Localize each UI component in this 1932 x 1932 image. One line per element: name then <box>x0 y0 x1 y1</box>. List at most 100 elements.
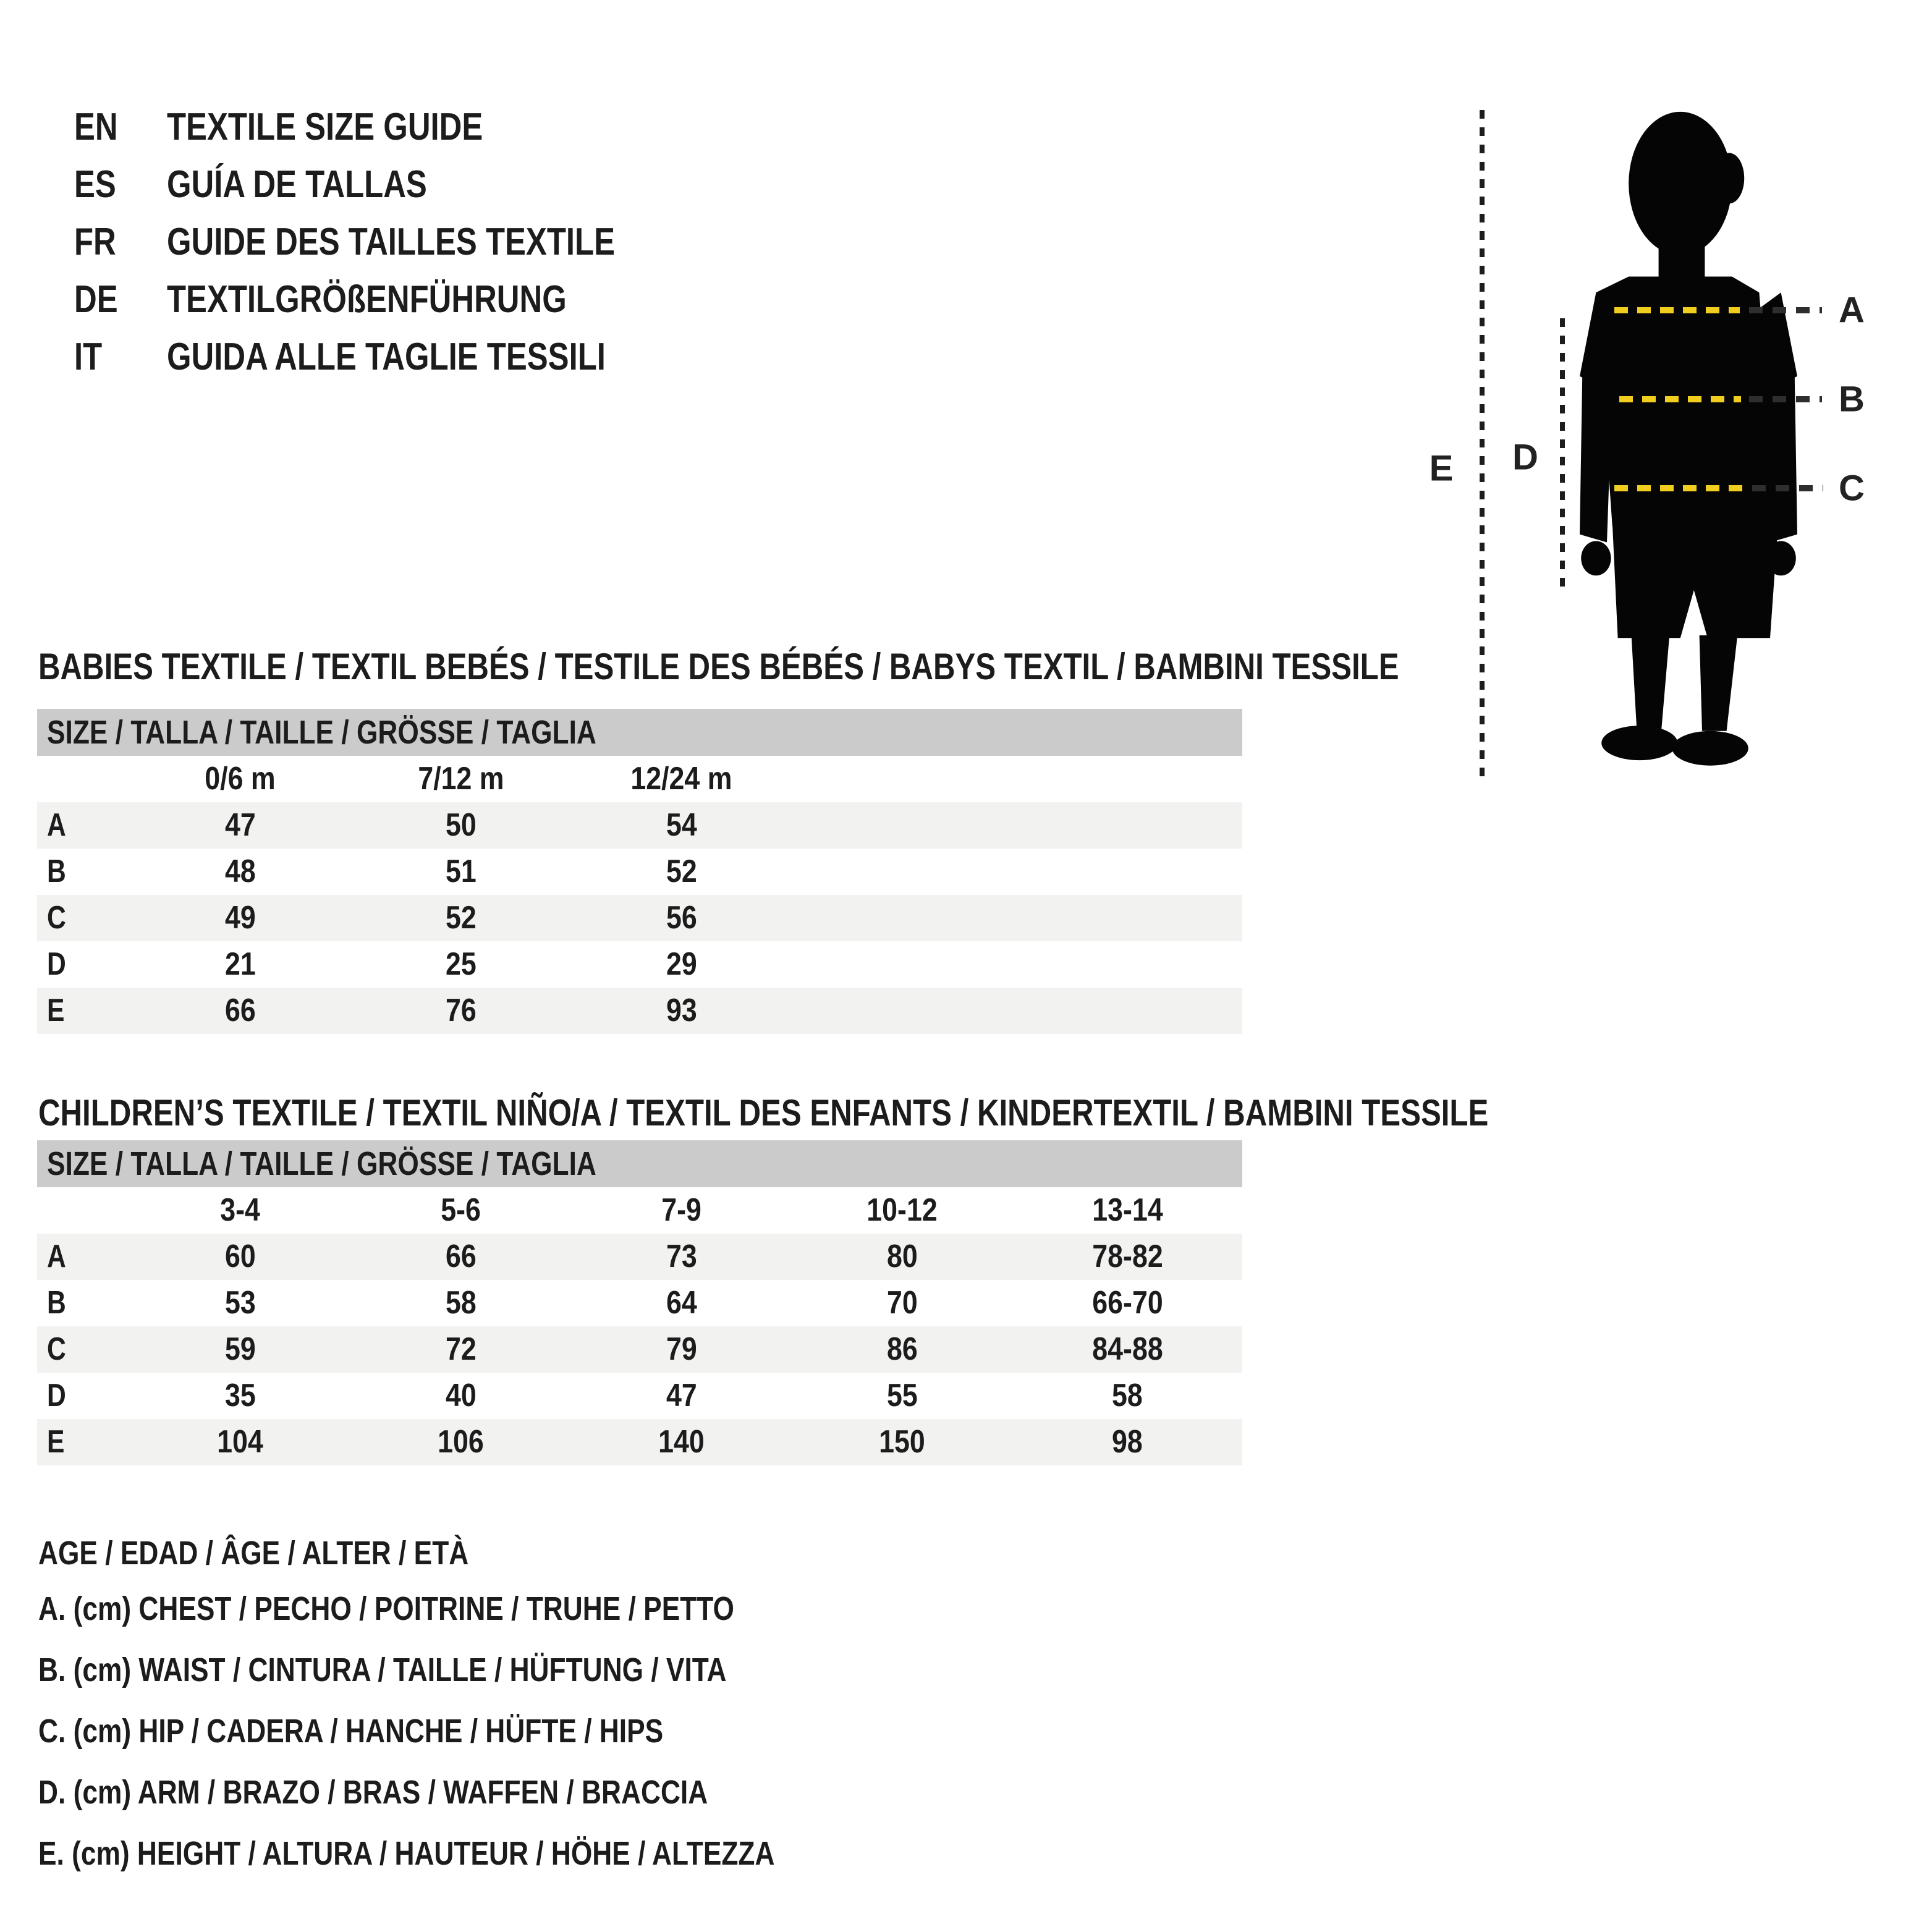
chest-measure-line-a <box>1614 307 1740 313</box>
language-code: EN <box>74 106 118 148</box>
table-cell: 47 <box>666 1378 697 1413</box>
chest-measure-line-a-ext <box>1749 307 1822 313</box>
table-cell: 55 <box>886 1378 918 1413</box>
row-label: B <box>47 854 66 889</box>
table-cell: 3-4 <box>220 1192 260 1228</box>
children-size-table: 3-4 5-6 7-9 10-12 13-14 A 60 66 73 80 78-82 B 53 58 64… <box>37 1187 1242 1465</box>
figure-label-b: B <box>1839 379 1865 420</box>
table-cell: 52 <box>445 900 477 936</box>
table-row-a: A 47 50 54 <box>37 802 1242 849</box>
filler-cell <box>792 756 1242 802</box>
legend-line-4: D. (cm) ARM / BRAZO / BRAS / WAFFEN / BR… <box>38 1774 708 1811</box>
filler-cell <box>792 941 1242 988</box>
table-row-c: C 59 72 79 86 84-88 <box>37 1326 1242 1373</box>
row-label: D <box>47 946 66 982</box>
filler-cell <box>792 895 1242 941</box>
row-label: C <box>47 1331 66 1367</box>
language-title: GUIDE DES TAILLES TEXTILE <box>167 221 615 263</box>
table-cell: 86 <box>886 1331 918 1367</box>
language-title: GUIDA ALLE TAGLIE TESSILI <box>167 336 606 378</box>
waist-measure-line-b-ext <box>1749 396 1822 402</box>
waist-measure-line-b <box>1619 396 1741 402</box>
table-cell: 66 <box>445 1239 477 1274</box>
babies-section-heading: BABIES TEXTILE / TEXTIL BEBÉS / TESTILE … <box>38 646 1399 687</box>
arm-measure-line-d <box>1560 318 1565 593</box>
figure-label-a: A <box>1839 290 1865 331</box>
table-cell: 54 <box>666 807 697 843</box>
table-cell: 0/6 m <box>205 761 276 797</box>
table-row-a: A 60 66 73 80 78-82 <box>37 1234 1242 1280</box>
row-label: C <box>47 900 66 936</box>
table-row-b: B 53 58 64 70 66-70 <box>37 1280 1242 1326</box>
table-row-b: B 48 51 52 <box>37 849 1242 895</box>
language-code: ES <box>74 163 116 206</box>
table-cell: 40 <box>445 1378 477 1413</box>
table-cell: 73 <box>666 1239 697 1274</box>
legend-line-0: AGE / EDAD / ÂGE / ALTER / ETÀ <box>38 1535 469 1572</box>
table-cell: 60 <box>224 1239 256 1274</box>
row-label: A <box>47 807 66 843</box>
table-cell: 10-12 <box>866 1192 938 1228</box>
table-cell: 51 <box>445 854 477 889</box>
table-cell: 78-82 <box>1091 1239 1163 1274</box>
figure-label-e: E <box>1429 448 1454 489</box>
table-cell: 79 <box>666 1331 697 1367</box>
table-cell: 76 <box>445 993 477 1028</box>
table-row-column-headers: 3-4 5-6 7-9 10-12 13-14 <box>37 1187 1242 1234</box>
table-cell: 29 <box>666 946 697 982</box>
table-cell: 84-88 <box>1091 1331 1163 1367</box>
babies-size-header-bar: SIZE / TALLA / TAILLE / GRÖSSE / TAGLIA <box>37 709 1242 756</box>
table-cell: 5-6 <box>441 1192 481 1228</box>
table-cell: 7-9 <box>661 1192 701 1228</box>
table-row-e: E 104 106 140 150 98 <box>37 1419 1242 1465</box>
table-cell: 64 <box>666 1285 697 1321</box>
table-cell: 13-14 <box>1091 1192 1163 1228</box>
table-row-e: E 66 76 93 <box>37 988 1242 1034</box>
language-title: GUÍA DE TALLAS <box>167 163 427 206</box>
table-row-d: D 21 25 29 <box>37 941 1242 988</box>
table-cell: 66-70 <box>1091 1285 1163 1321</box>
table-cell: 52 <box>666 854 697 889</box>
filler-cell <box>792 802 1242 849</box>
table-cell: 58 <box>1112 1378 1143 1413</box>
table-cell: 80 <box>886 1239 918 1274</box>
table-cell: 48 <box>224 854 256 889</box>
filler-cell <box>792 849 1242 895</box>
table-cell: 58 <box>445 1285 477 1321</box>
table-cell: 66 <box>224 993 256 1028</box>
language-title: TEXTILGRÖßENFÜHRUNG <box>167 278 567 321</box>
table-cell: 7/12 m <box>417 761 504 797</box>
table-cell: 104 <box>217 1424 263 1460</box>
height-measure-line-e <box>1480 110 1485 782</box>
babies-size-table: 0/6 m 7/12 m 12/24 m A 47 50 54 B 48 51 52 C 49 52 56 D… <box>37 756 1242 1034</box>
table-cell: 49 <box>224 900 256 936</box>
row-label <box>37 756 130 802</box>
table-cell: 53 <box>224 1285 256 1321</box>
table-cell: 98 <box>1112 1424 1143 1460</box>
table-cell: 21 <box>224 946 256 982</box>
hip-measure-line-c <box>1614 485 1744 491</box>
table-cell: 150 <box>879 1424 925 1460</box>
children-section-heading: CHILDREN’S TEXTILE / TEXTIL NIÑO/A / TEX… <box>38 1092 1489 1133</box>
table-cell: 72 <box>445 1331 477 1367</box>
table-row-c: C 49 52 56 <box>37 895 1242 941</box>
hip-measure-line-c-ext <box>1752 485 1823 491</box>
language-code: IT <box>74 336 103 378</box>
row-label: E <box>47 993 65 1028</box>
row-label <box>37 1187 130 1234</box>
figure-label-c: C <box>1839 468 1865 509</box>
table-cell: 106 <box>438 1424 484 1460</box>
legend-line-5: E. (cm) HEIGHT / ALTURA / HAUTEUR / HÖHE… <box>38 1835 775 1872</box>
filler-cell <box>792 988 1242 1034</box>
row-label: A <box>47 1239 66 1274</box>
table-cell: 93 <box>666 993 697 1028</box>
table-cell: 47 <box>224 807 256 843</box>
legend-line-1: A. (cm) CHEST / PECHO / POITRINE / TRUHE… <box>38 1590 734 1627</box>
table-cell: 59 <box>224 1331 256 1367</box>
table-cell: 25 <box>445 946 477 982</box>
language-title: TEXTILE SIZE GUIDE <box>167 106 483 148</box>
figure-label-d: D <box>1512 437 1538 478</box>
row-label: B <box>47 1285 66 1321</box>
table-cell: 56 <box>666 900 697 936</box>
